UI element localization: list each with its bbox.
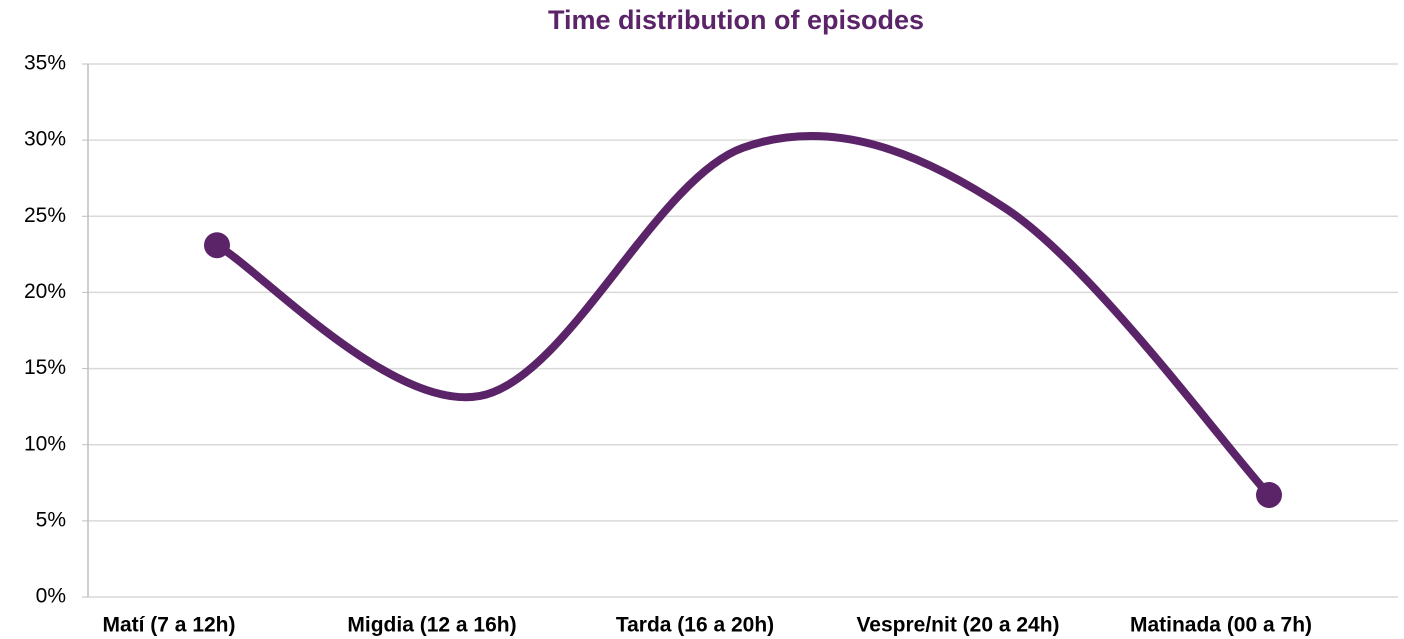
endpoint-marker — [204, 232, 230, 259]
x-tick-label: Migdia (12 a 16h) — [347, 614, 516, 637]
y-tick-label: 35% — [24, 52, 66, 75]
y-tick-label: 10% — [24, 432, 66, 455]
x-tick-label: Tarda (16 a 20h) — [616, 614, 774, 637]
chart-title: Time distribution of episodes — [548, 5, 924, 35]
y-tick-label: 30% — [24, 128, 66, 151]
line — [213, 132, 1273, 499]
x-tick-label: Vespre/nit (20 a 24h) — [856, 614, 1059, 637]
y-tick-label: 5% — [36, 508, 66, 531]
y-tick-label: 15% — [24, 356, 66, 379]
y-tick-label: 20% — [24, 280, 66, 303]
y-tick-label: 25% — [24, 204, 66, 227]
y-tick-label: 0% — [36, 585, 66, 608]
endpoint-marker — [1256, 481, 1282, 508]
x-tick-label: Matí (7 a 12h) — [102, 614, 235, 637]
x-tick-label: Matinada (00 a 7h) — [1130, 614, 1312, 637]
